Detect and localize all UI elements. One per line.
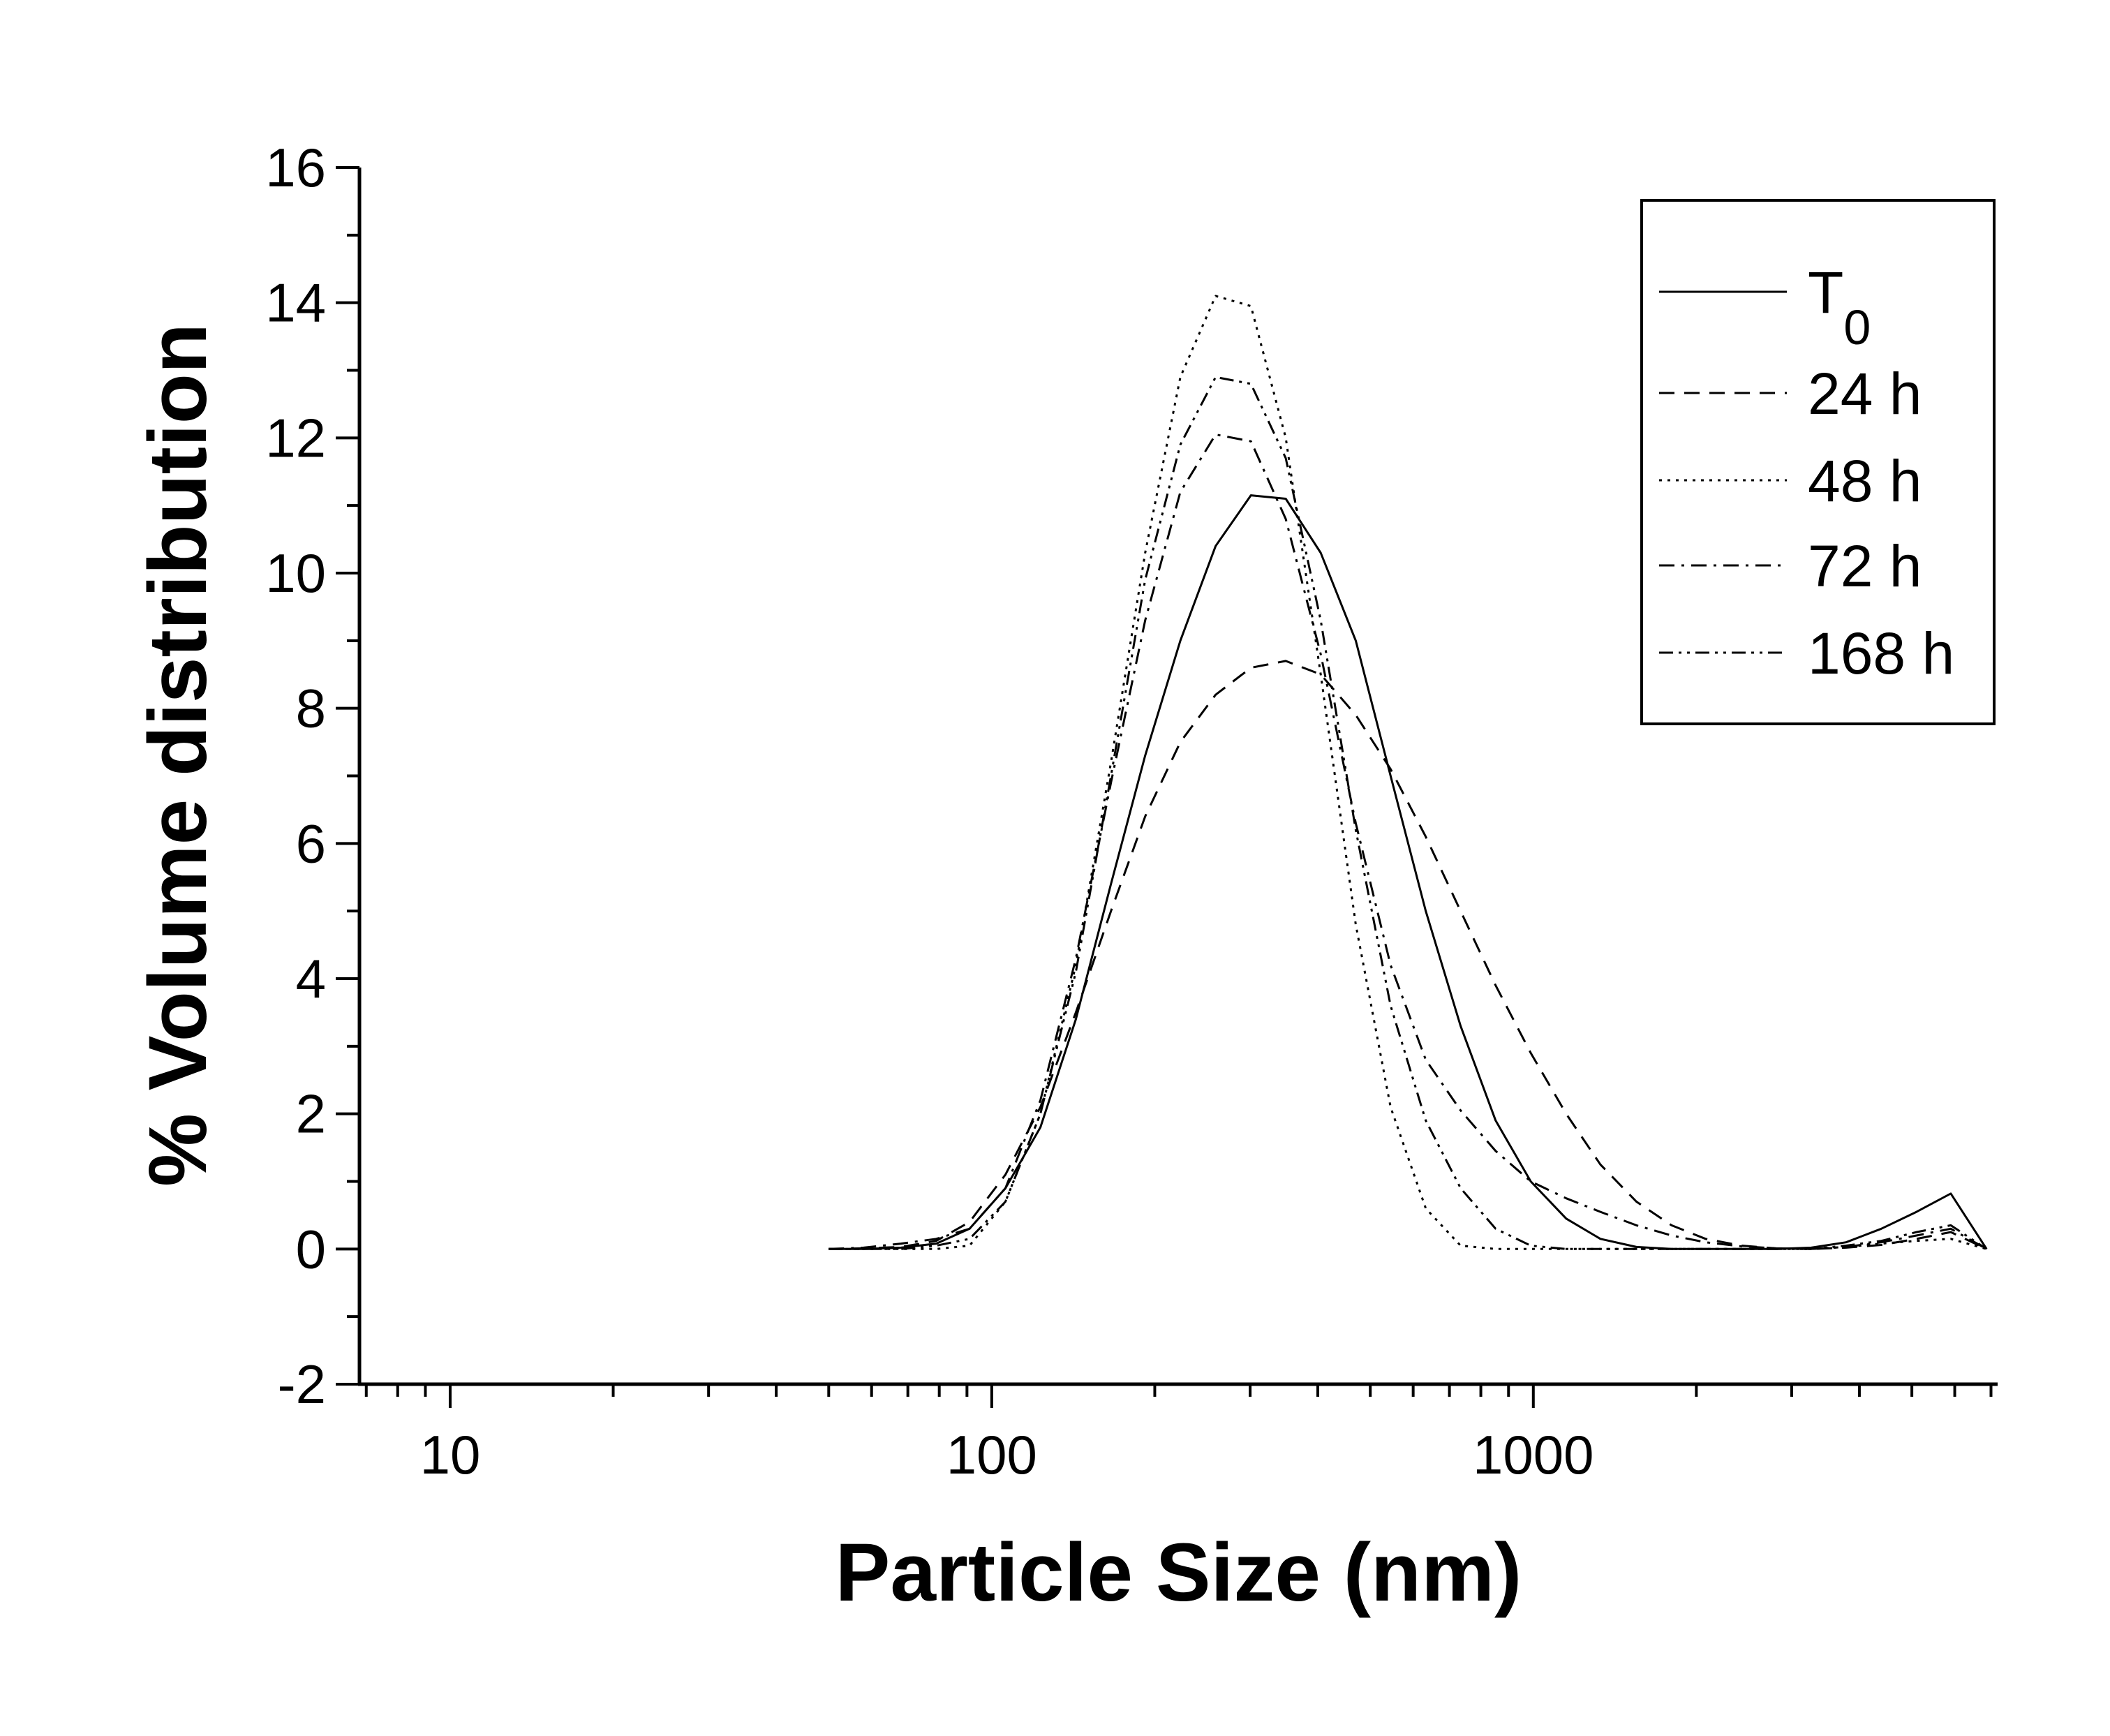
legend-label: 24 h (1808, 361, 1922, 426)
series-line (829, 376, 1988, 1250)
x-tick-label: 100 (946, 1424, 1037, 1485)
y-tick-label: 10 (265, 542, 326, 604)
x-axis-ticks: 10 100 1000 (364, 1384, 1993, 1485)
y-tick-label: 8 (296, 678, 326, 739)
legend-label: 168 h (1808, 621, 1954, 686)
y-tick-label: 4 (296, 948, 326, 1009)
y-tick-label: 0 (296, 1218, 326, 1279)
legend-label: 48 h (1808, 448, 1922, 514)
y-tick-label: 2 (296, 1083, 326, 1145)
series-line (829, 433, 1987, 1250)
series-layer (829, 295, 1988, 1250)
y-tick-label: -2 (278, 1353, 326, 1415)
y-tick-label: 12 (265, 407, 326, 468)
y-axis-ticks: -2 0 2 4 6 8 10 12 14 16 (265, 137, 359, 1415)
y-tick-label: 16 (265, 137, 326, 198)
y-axis-title: % Volume distribution (132, 323, 224, 1187)
series-line (829, 660, 1987, 1250)
legend-label: T0 (1808, 260, 1871, 355)
legend-box (1640, 199, 1996, 725)
x-tick-label: 1000 (1473, 1424, 1594, 1485)
y-tick-label: 14 (265, 272, 326, 334)
y-tick-label: 6 (296, 813, 326, 874)
legend-label: 72 h (1808, 533, 1922, 599)
x-tick-label: 10 (420, 1424, 481, 1485)
x-axis-title: Particle Size (nm) (835, 1527, 1522, 1619)
